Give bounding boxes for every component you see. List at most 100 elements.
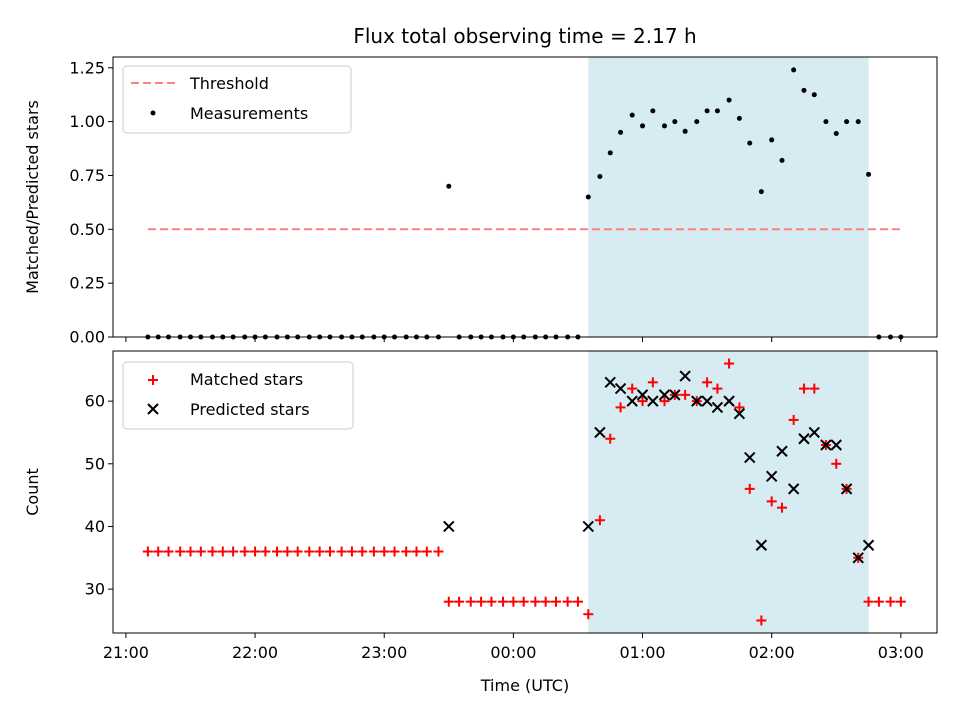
predicted-point [582, 520, 594, 533]
x-tick-label: 03:00 [878, 643, 924, 662]
predicted-point [852, 552, 864, 564]
matched-point [756, 615, 767, 626]
count-panel: 30 40 50 60 21:00 22:00 23:00 00:00 01:00 02:00 03… [23, 350, 938, 695]
x-tick-label: 01:00 [619, 643, 665, 662]
measurement-point [866, 171, 872, 177]
measurement-point [714, 108, 720, 114]
matched-point [411, 546, 422, 557]
y-tick-label: 50 [85, 454, 105, 473]
matched-point [195, 546, 206, 557]
matched-point [476, 596, 487, 607]
matched-point [379, 546, 390, 557]
matched-point [594, 515, 605, 526]
matched-point [777, 502, 788, 513]
matched-point [530, 596, 541, 607]
predicted-point [647, 395, 659, 407]
matched-point [260, 546, 271, 557]
measurement-point [726, 97, 732, 103]
matched-point [659, 396, 670, 407]
measurement-point [607, 150, 613, 156]
matched-point [744, 483, 755, 494]
matched-point [724, 358, 735, 369]
measurement-point [823, 119, 829, 125]
count-axis-ticks: 30 40 50 60 21:00 22:00 23:00 00:00 01:00 02:00 03… [85, 392, 924, 662]
matched-point [550, 596, 561, 607]
predicted-point [679, 370, 691, 382]
matched-point [540, 596, 551, 607]
y-tick-label: 60 [85, 392, 105, 411]
matched-point [798, 383, 809, 394]
predicted-point [691, 395, 703, 407]
predicted-point [755, 539, 768, 551]
predicted-point [776, 445, 788, 457]
matched-point [368, 546, 379, 557]
predicted-point [765, 470, 778, 483]
matched-point [572, 596, 583, 607]
matched-point [702, 377, 713, 388]
count-plot-marks [142, 358, 906, 626]
predicted-point [626, 395, 638, 407]
measurement-point [736, 115, 742, 121]
ratio-axis-ticks: 0.00 0.25 0.50 0.75 1.00 1.25 [69, 58, 902, 347]
predicted-point [840, 483, 853, 495]
predicted-point [798, 433, 810, 445]
measurement-point [758, 189, 764, 195]
matched-point [766, 496, 777, 507]
matched-point [336, 546, 347, 557]
y-tick-label: 0.50 [69, 220, 105, 239]
matched-point [647, 377, 658, 388]
x-tick-label: 02:00 [749, 643, 795, 662]
predicted-point [723, 395, 735, 407]
count-legend-box [122, 361, 354, 430]
x-tick-label: 21:00 [103, 643, 149, 662]
matched-legend-label: Matched stars [190, 370, 303, 389]
matched-point [250, 546, 261, 557]
matched-point [324, 546, 335, 557]
measurement-point [629, 112, 635, 118]
matched-point [357, 546, 368, 557]
matched-point [443, 596, 454, 607]
measurement-point [661, 123, 667, 129]
matched-point [282, 546, 293, 557]
matched-point [421, 546, 432, 557]
x-tick-label: 23:00 [361, 643, 407, 662]
matched-point [486, 596, 497, 607]
matched-point [885, 596, 896, 607]
matched-point [433, 546, 444, 557]
matched-point [788, 414, 799, 425]
matched-point [615, 402, 626, 413]
y-tick-label: 0.25 [69, 274, 105, 293]
predicted-point [862, 539, 875, 551]
predicted-point [604, 376, 616, 389]
matched-point [401, 546, 412, 557]
predicted-point [733, 407, 746, 420]
y-tick-label: 1.00 [69, 112, 105, 131]
predicted-point [669, 389, 681, 401]
measurement-point [844, 119, 850, 125]
threshold-legend-label: Threshold [189, 74, 269, 93]
measurement-point [811, 92, 817, 98]
ratio-y-axis-label: Matched/Predicted stars [23, 100, 42, 294]
matched-point [583, 609, 594, 620]
ratio-panel: 0.00 0.25 0.50 0.75 1.00 1.25 Matched/Predict… [23, 56, 938, 347]
measurement-point [704, 108, 710, 114]
measurement-point [682, 128, 688, 134]
matched-point [175, 546, 186, 557]
y-tick-label: 0.75 [69, 166, 105, 185]
matched-point [465, 596, 476, 607]
predicted-point [658, 389, 671, 401]
measurement-point [769, 137, 775, 143]
matched-point [508, 596, 519, 607]
ratio-plot-frame [112, 56, 938, 338]
measurement-point [694, 119, 700, 125]
matched-point [153, 546, 164, 557]
matched-point [605, 433, 616, 444]
measurement-point [747, 140, 753, 146]
predicted-point [636, 389, 649, 401]
matched-point [518, 596, 529, 607]
matched-point [831, 458, 842, 469]
matched-point [292, 546, 303, 557]
matched-point [454, 596, 465, 607]
y-tick-label: 1.25 [69, 58, 105, 77]
